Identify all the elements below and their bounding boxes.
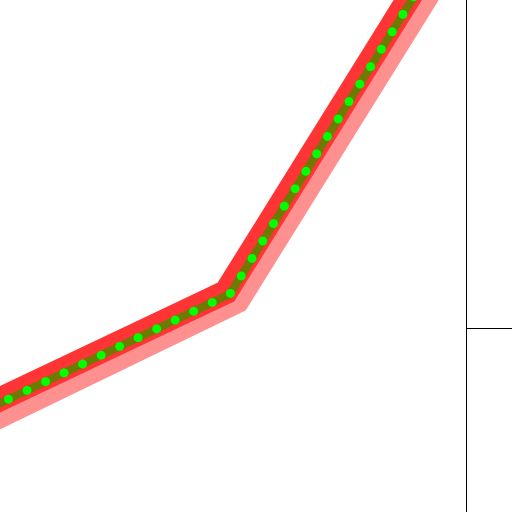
line-shadow <box>0 0 439 430</box>
line-dots <box>0 0 418 409</box>
